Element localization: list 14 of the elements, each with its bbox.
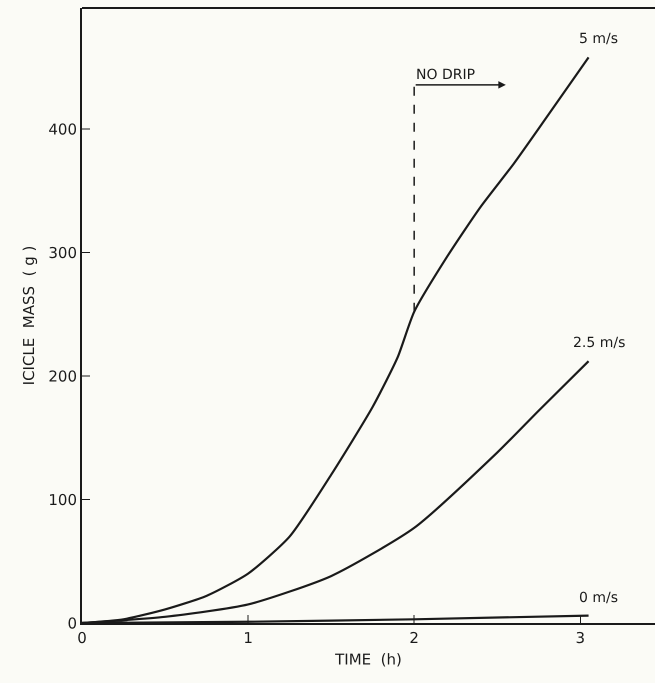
y-tick-label: 0	[67, 614, 77, 632]
x-tick-label: 1	[243, 629, 253, 647]
x-tick-label: 2	[409, 629, 419, 647]
y-tick-label: 100	[48, 490, 77, 509]
y-tick-label: 400	[48, 120, 77, 138]
series-label: 2.5 m/s	[573, 335, 626, 351]
y-tick-label: 200	[48, 367, 77, 386]
y-axis-title: ICICLE MASS ( g )	[20, 246, 38, 386]
series-label: 0 m/s	[579, 590, 618, 606]
y-tick-label: 300	[48, 244, 77, 262]
ref-line-label: NO DRIP	[416, 67, 476, 83]
x-tick-label: 3	[575, 629, 586, 647]
series-label: 5 m/s	[579, 31, 618, 47]
x-axis-title: TIME (h)	[334, 650, 402, 668]
